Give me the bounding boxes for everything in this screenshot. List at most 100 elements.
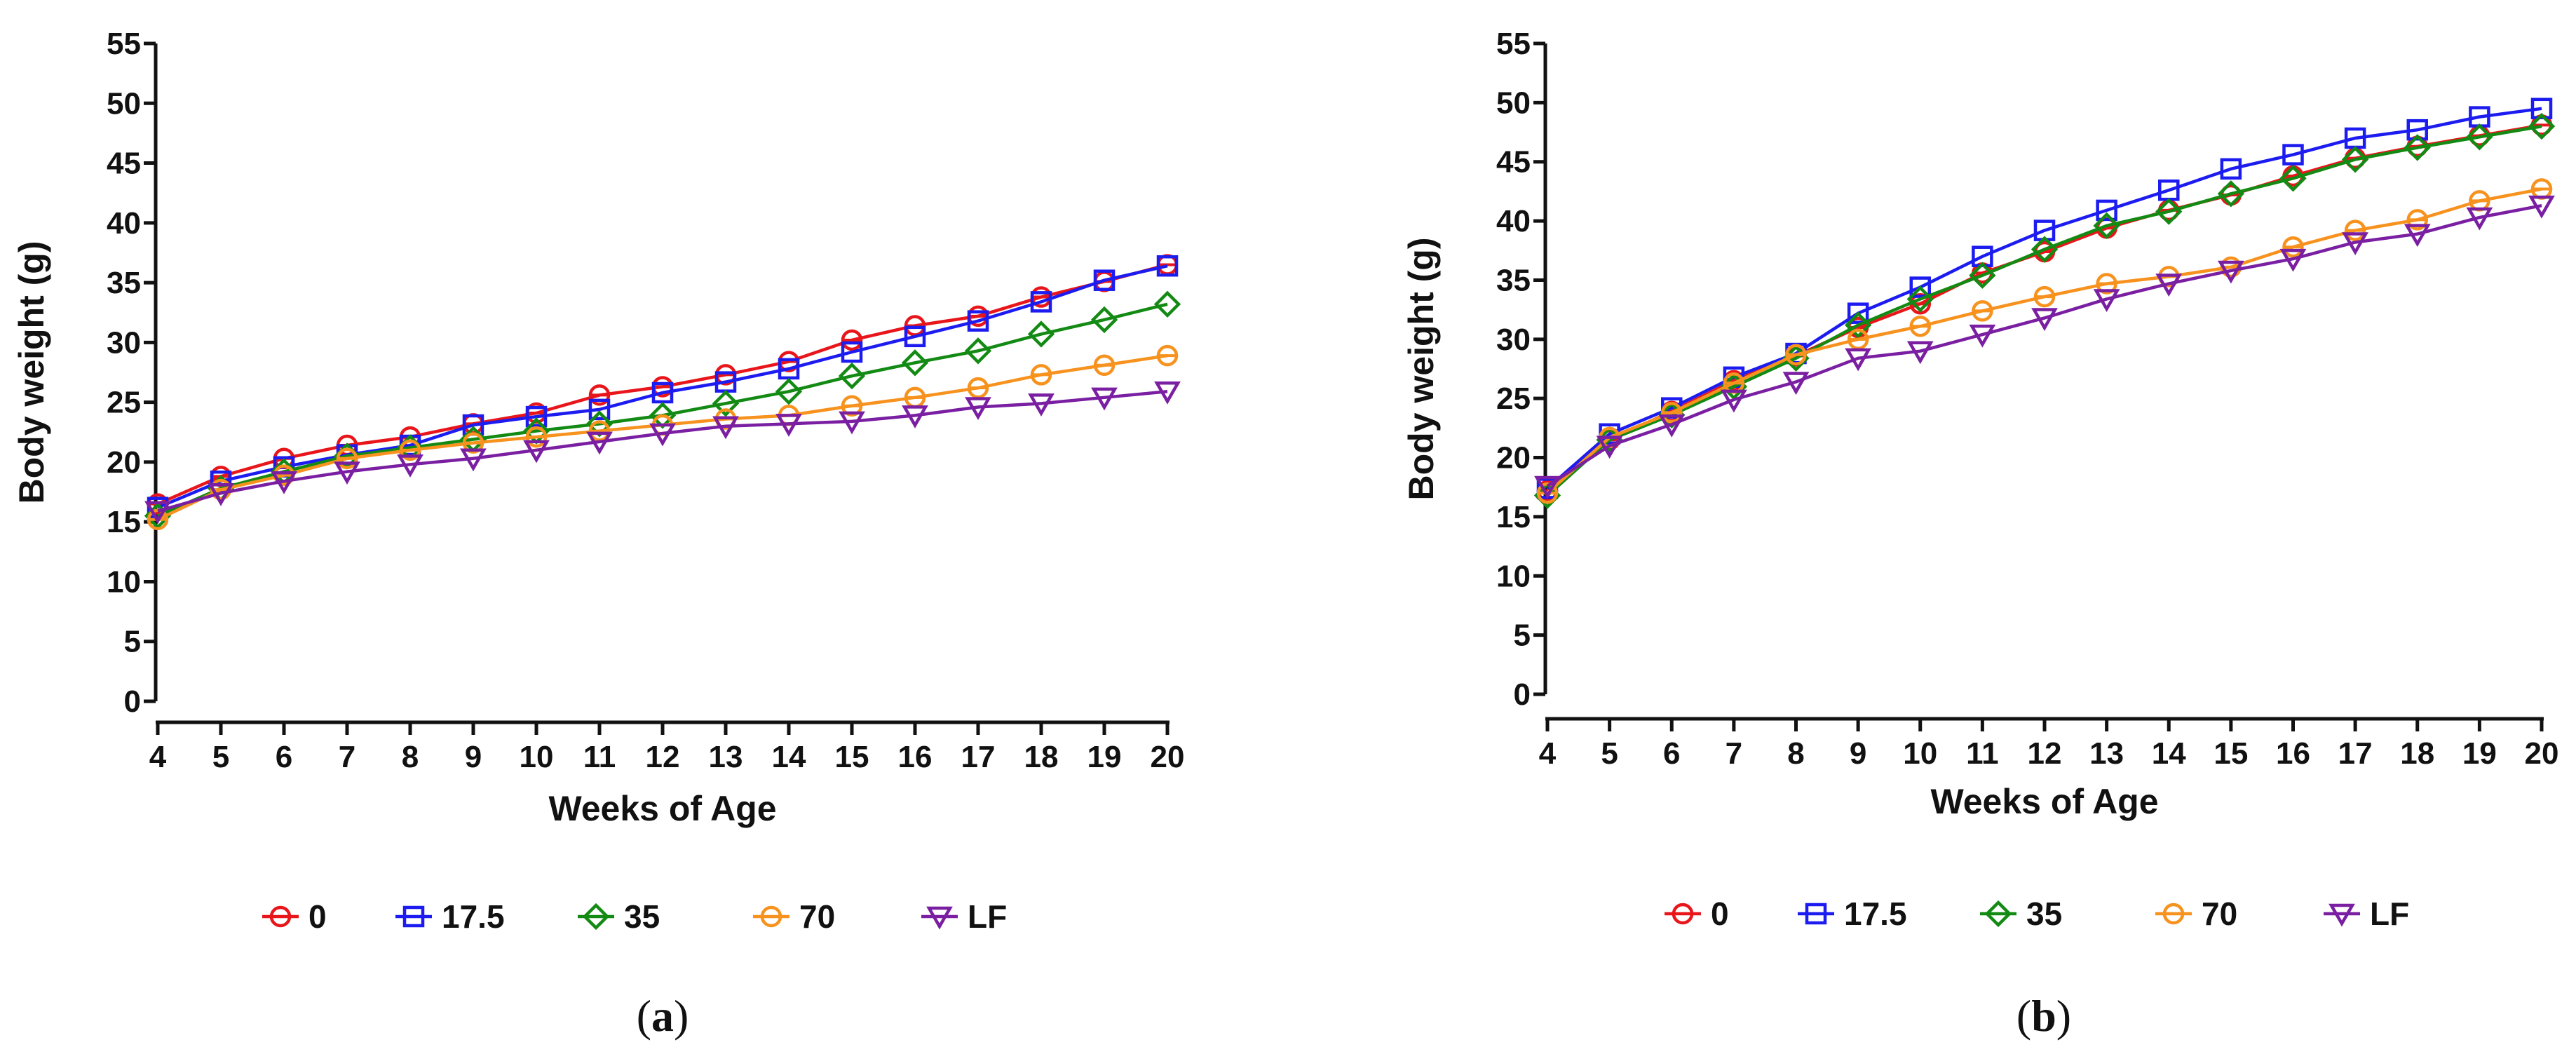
y-tick-label: 15 [107,505,141,539]
data-point [1847,302,1869,324]
x-tick-label: 10 [1903,736,1937,771]
y-tick-label: 5 [124,625,141,659]
y-tick-label: 40 [107,206,141,241]
legend-marker [402,905,425,928]
x-tick-label: 18 [2400,736,2434,771]
legend-label: 70 [799,898,835,935]
series-LF [1534,195,2555,499]
data-point [585,410,614,438]
x-tick-label: 14 [772,740,806,774]
data-point [775,414,802,437]
x-tick-label: 19 [1087,740,1122,774]
x-tick-label: 12 [2028,736,2062,771]
legend-label: LF [2370,896,2409,932]
x-tick-label: 19 [2462,736,2497,771]
legend-marker [582,903,610,931]
x-tick-label: 10 [520,740,554,774]
data-point [2528,195,2555,219]
data-point [1909,276,1931,298]
x-tick-label: 15 [835,740,869,774]
x-tick-label: 5 [1601,736,1618,771]
data-point [1906,285,1934,313]
legend-item: 0 [262,898,327,935]
x-tick-label: 13 [709,740,743,774]
x-tick-label: 9 [1850,736,1866,771]
data-point [2279,248,2307,272]
x-axis-title: Weeks of Age [548,789,776,828]
series-line [1546,107,2542,490]
data-point [1596,435,1623,459]
panel-label-close: ) [2056,991,2071,1041]
x-tick-label: 17 [2338,736,2373,771]
x-tick-label: 7 [1726,736,1742,771]
y-tick-label: 55 [1496,27,1531,61]
data-point [838,362,866,390]
y-tick-label: 35 [1496,263,1531,297]
legend-item: LF [921,898,1007,935]
series-line [1546,124,2542,497]
x-tick-label: 6 [276,740,292,774]
legend-item: LF [2324,896,2409,932]
data-point [965,397,991,420]
data-point [1782,372,1810,396]
data-point [712,416,739,440]
legend-item: 17.5 [1798,896,1907,932]
data-point [1969,262,1996,289]
legend-marker [2328,903,2355,927]
series-70 [147,344,1179,531]
legend: 0 17.5 35 70 LF [1665,896,2409,932]
legend-label: 17.5 [442,898,505,935]
x-tick-label: 16 [2276,736,2310,771]
data-point [2220,158,2242,180]
data-point [1906,341,1934,365]
series-line [157,390,1168,513]
data-point [208,483,234,506]
legend-label: 17.5 [1844,896,1907,932]
data-point [2155,273,2183,297]
series-line [1546,203,2542,487]
data-point [588,398,611,421]
data-point [649,423,676,447]
data-point [778,358,800,380]
data-point [1093,269,1116,291]
x-tick-label: 20 [1151,740,1185,774]
legend-label: 0 [309,898,327,935]
data-point [1030,291,1052,313]
data-point [1153,290,1181,318]
panel-label-close: ) [674,991,689,1041]
data-point [2342,232,2369,255]
x-axis-title: Weeks of Age [1930,782,2158,821]
series-70 [1536,178,2553,504]
x-tick-label: 12 [646,740,680,774]
data-point [1969,324,1996,348]
data-point [1534,475,1561,499]
data-point [712,390,740,417]
y-tick-label: 45 [107,147,141,181]
x-tick-label: 9 [465,740,482,774]
y-tick-label: 10 [107,565,141,599]
data-point [2282,144,2304,165]
x-tick-label: 17 [961,740,996,774]
legend-marker [1805,903,1827,925]
legend-label: 35 [2026,896,2062,932]
data-point [1028,393,1055,417]
x-tick-label: 20 [2525,736,2559,771]
panel-label: (a) [637,991,689,1041]
data-point [1844,311,1872,339]
data-point [1156,255,1179,277]
panel-label: (b) [2016,991,2071,1041]
y-tick-label: 50 [107,86,141,121]
data-point [1090,306,1118,334]
series-line [157,264,1168,509]
data-point [2093,289,2120,312]
y-tick-label: 10 [1496,559,1531,593]
data-point [2217,180,2245,208]
data-point [2466,123,2493,151]
x-tick-label: 6 [1663,736,1680,771]
data-point [2093,212,2120,240]
x-tick-label: 16 [898,740,933,774]
y-tick-label: 45 [1496,145,1531,180]
data-point [1091,387,1118,411]
